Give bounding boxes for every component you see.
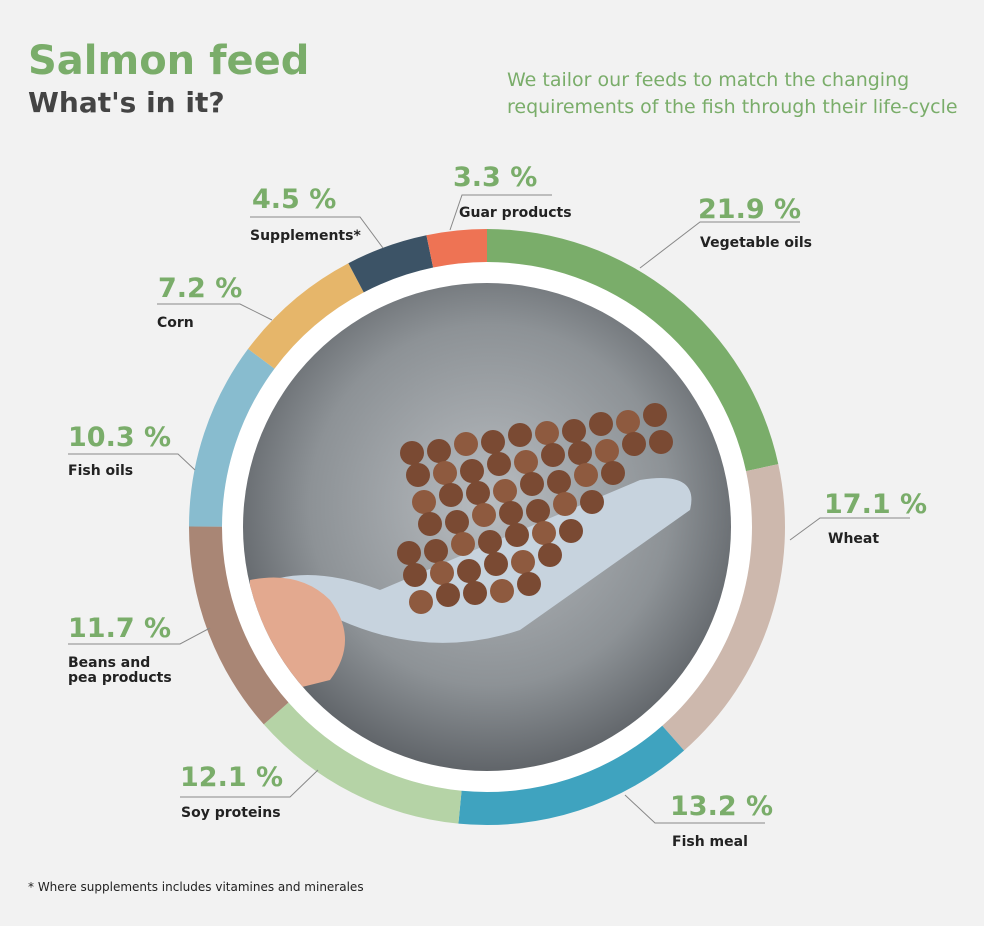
pellet [424,539,448,563]
value-label: 11.7 % [68,613,171,644]
pellet [493,479,517,503]
donut-segment [189,526,289,725]
pellet [595,439,619,463]
category-label: Fish oils [68,463,133,479]
pellet [574,463,598,487]
leader-line [250,216,384,249]
donut-segment [662,464,786,751]
pellet [406,463,430,487]
donut-segment [248,263,364,369]
pellet [622,432,646,456]
leader-line [624,794,765,824]
pellet [532,521,556,545]
pellet [580,490,604,514]
leader-line [449,194,552,231]
value-label: 10.3 % [68,422,171,453]
pellet [547,470,571,494]
chart-subtitle: What's in it? [28,86,225,119]
pellet [478,530,502,554]
pellet [397,541,421,565]
value-label: 21.9 % [698,194,801,225]
donut-segment [348,235,434,293]
value-label: 17.1 % [824,489,927,520]
pellet [517,572,541,596]
photo [243,283,731,771]
leader-line [68,453,196,471]
value-label: 3.3 % [453,162,537,193]
pellet [505,523,529,547]
category-label: Corn [157,315,194,331]
pellet [484,552,508,576]
footnote: * Where supplements includes vitamines a… [28,880,364,894]
pellet [463,581,487,605]
pellet [568,441,592,465]
description: requirements of the fish through their l… [507,96,958,118]
donut-segment [458,725,685,825]
category-label: pea products [68,670,172,686]
description: We tailor our feeds to match the changin… [507,69,909,91]
pellet [418,512,442,536]
category-label: Guar products [459,205,572,221]
pellet [472,503,496,527]
pellet [526,499,550,523]
value-label: 4.5 % [252,184,336,215]
pellet [649,430,673,454]
pellet [412,490,436,514]
pellet [403,563,427,587]
donut-segment [189,348,275,527]
pellet [511,550,535,574]
donut-segment [263,702,462,824]
pellet [538,543,562,567]
pellet [481,430,505,454]
category-label: Fish meal [672,834,748,850]
category-label: Soy proteins [181,805,281,821]
pellet [427,439,451,463]
category-label: Wheat [828,531,879,547]
value-label: 7.2 % [158,273,242,304]
pellet [409,590,433,614]
pellet [457,559,481,583]
leader-line [68,627,211,645]
pellet [520,472,544,496]
pellet [562,419,586,443]
chart-title: Salmon feed [28,38,309,84]
pellet [433,461,457,485]
pellet [436,583,460,607]
pellet [400,441,424,465]
pellet [460,459,484,483]
pellet [439,483,463,507]
pellet [559,519,583,543]
pellet [454,432,478,456]
pellet [541,443,565,467]
pellet [430,561,454,585]
value-label: 13.2 % [670,791,773,822]
pellet [487,452,511,476]
donut-segment [487,229,779,472]
pellet [643,403,667,427]
pellet [499,501,523,525]
leader-line [639,221,800,269]
pellet [466,481,490,505]
pellet [553,492,577,516]
pellet [616,410,640,434]
category-label: Beans and [68,655,150,671]
pellet [601,461,625,485]
category-label: Supplements* [250,228,361,244]
value-label: 12.1 % [180,762,283,793]
leader-line [157,303,273,321]
leader-line [180,769,319,798]
donut-segment [426,229,487,268]
pellet [514,450,538,474]
leader-line [789,517,910,541]
category-label: Vegetable oils [700,235,812,251]
pellet [535,421,559,445]
pellet [451,532,475,556]
pellet [445,510,469,534]
pellet [490,579,514,603]
pellet [508,423,532,447]
pellet [589,412,613,436]
